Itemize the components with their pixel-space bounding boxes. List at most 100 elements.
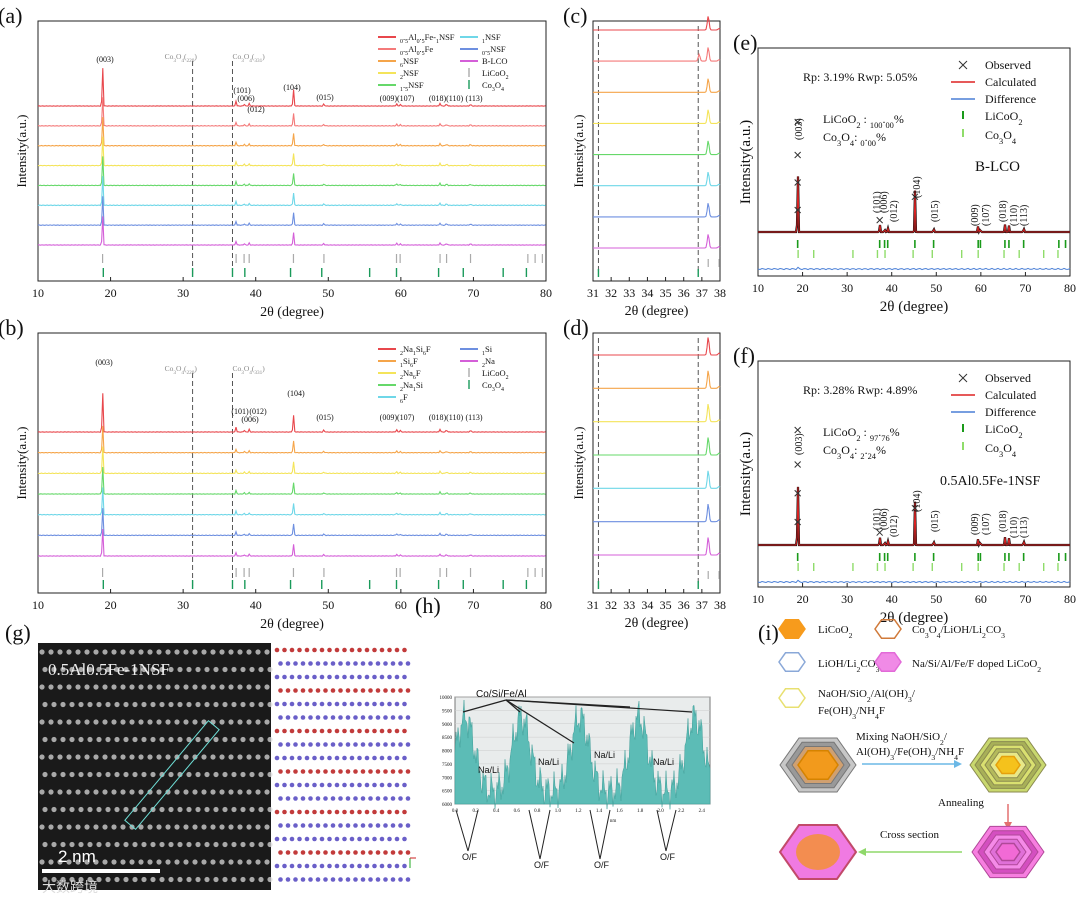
r-factors: Rp: 3.28% Rwp: 4.89% (803, 383, 917, 397)
atom-column (78, 771, 84, 778)
crystal-atom (394, 836, 400, 842)
atom-column (78, 666, 84, 673)
atom-column (177, 736, 183, 743)
legend-entry: Co3O4 (482, 380, 504, 393)
crystal-atom (357, 863, 362, 869)
arrow-head (858, 848, 866, 856)
peak-label: (009)(107) (380, 94, 415, 103)
sample-name: 0.5Al0.5Fe-1NSF (48, 660, 170, 679)
crystal-atom (360, 796, 366, 801)
peak-label: (015) (930, 200, 941, 222)
crystal-atom (274, 647, 280, 653)
calculated-pattern (758, 486, 1070, 547)
atom-column (147, 684, 153, 690)
atom-column (195, 701, 201, 708)
crystal-atom (375, 850, 381, 855)
crystal-atom (285, 688, 291, 693)
atom-column (96, 666, 102, 673)
legend-entry: Na/Si/Al/Fe/F doped LiCoO2 (912, 658, 1041, 674)
crystal-atom (364, 701, 370, 707)
atom-column (183, 824, 189, 830)
crystal-atom (345, 688, 351, 693)
crystal-atom (405, 661, 411, 666)
atom-column (186, 736, 192, 743)
legend-entry: 1NSF (482, 32, 501, 45)
x-tick-label: 1.6 (616, 809, 623, 814)
crystal-atom (300, 688, 306, 693)
x-tick-label: 31 (587, 598, 599, 612)
atom-column (39, 824, 45, 830)
atom-column (78, 876, 84, 883)
atom-column (105, 666, 111, 673)
panel-g: (g) 0.5Al0.5Fe-1NSF 2 nm (5, 620, 416, 890)
observed-marker (794, 179, 802, 186)
atom-column (48, 859, 54, 865)
crystal-atom (300, 823, 306, 828)
atom-column (249, 841, 255, 848)
atom-column (219, 754, 225, 760)
peak-label: (003) (95, 358, 113, 367)
x-tick-label: 10 (752, 281, 764, 295)
crystal-atom (308, 769, 313, 774)
atom-column (132, 736, 138, 743)
crystal-atom (323, 715, 328, 720)
x-tick-label: 30 (841, 592, 853, 606)
atom-column (195, 771, 201, 778)
atom-column (120, 859, 126, 865)
crystal-atom (383, 850, 388, 855)
crystal-atom (402, 647, 407, 653)
atom-column (60, 806, 66, 813)
crystal-atom (282, 863, 287, 869)
peak-label: (101) (872, 191, 883, 213)
atom-column (204, 666, 210, 673)
peak-label: (006) (879, 508, 890, 530)
atom-column (147, 789, 153, 795)
dashed-ref-label: Co3O4(331) (232, 364, 265, 376)
atom-column (51, 841, 57, 848)
atom-column (246, 719, 252, 725)
atom-column (120, 824, 126, 830)
legend-entry: 1.5NSF (400, 80, 424, 93)
atom-column (138, 789, 144, 795)
crystal-atom (304, 782, 310, 788)
crystal-atom (379, 863, 385, 869)
legend-hex-mix (778, 688, 806, 708)
atom-column (228, 649, 234, 655)
crystal-atom (289, 701, 295, 707)
peak-label: (009) (970, 204, 981, 226)
atom-column (264, 719, 270, 725)
atom-column (66, 789, 72, 795)
crystal-atom (390, 688, 396, 693)
atom-column (165, 859, 171, 865)
x-tick-label: 80 (1064, 281, 1076, 295)
atom-column (69, 841, 75, 848)
legend-entry: LiOH/Li2CO3 (818, 658, 880, 674)
crystal-atom (398, 796, 403, 801)
atom-column (87, 666, 93, 673)
atom-column (138, 649, 144, 655)
atom-column (66, 719, 72, 725)
peak-label: (012) (249, 407, 267, 416)
atom-column (195, 736, 201, 743)
crystal-atom (297, 755, 302, 761)
atom-column (210, 719, 216, 725)
crystal-atom (293, 661, 298, 666)
atom-column (213, 666, 219, 673)
panel-label: (i) (758, 620, 779, 645)
atom-column (141, 736, 147, 743)
calculated-pattern (758, 176, 1070, 234)
atom-column (228, 859, 234, 865)
atom-column (192, 684, 198, 690)
legend-entry: Co3O4 (985, 441, 1017, 459)
atom-column (174, 859, 180, 865)
atom-column (84, 719, 90, 725)
crystal-atom (342, 674, 347, 680)
observed-marker (794, 206, 802, 214)
crystal-atom (383, 661, 388, 666)
atom-column (204, 736, 210, 743)
x-tick-label: 60 (975, 281, 987, 295)
process-step-label: Mixing NaOH/SiO2/ (856, 731, 948, 747)
crystal-atom (274, 836, 280, 842)
atom-column (129, 719, 135, 725)
x-tick-label: 35 (660, 286, 672, 300)
